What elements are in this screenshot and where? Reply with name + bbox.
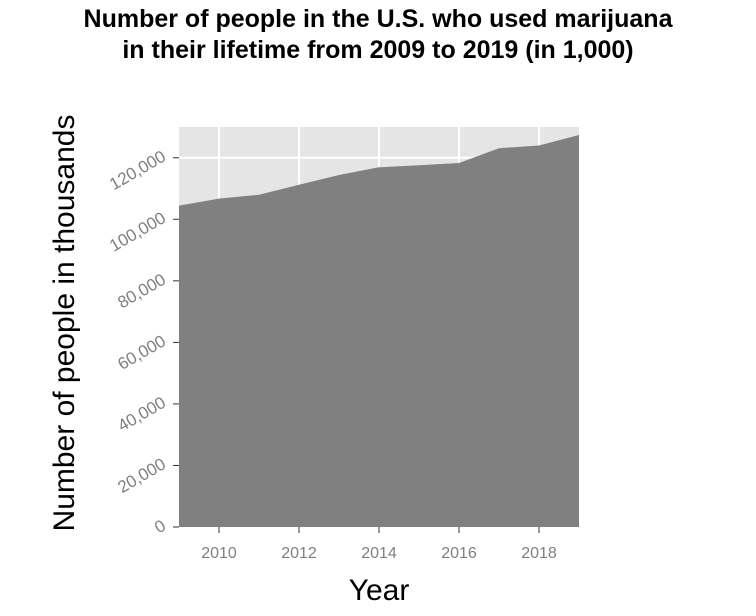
area-series — [179, 135, 579, 527]
y-tick-label-1: 20,000 — [114, 454, 169, 496]
y-axis-ticks: 0 20,000 40,000 60,000 80,000 100,000 120,000 — [106, 147, 179, 537]
chart-title: Number of people in the U.S. who used ma… — [0, 4, 756, 66]
x-tick-label-0: 2010 — [201, 545, 237, 562]
chart-title-line-2: in their lifetime from 2009 to 2019 (in … — [122, 36, 634, 64]
y-tick-label-3: 60,000 — [114, 331, 169, 373]
x-tick-label-2: 2014 — [361, 545, 397, 562]
y-tick-label-2: 40,000 — [114, 393, 169, 435]
y-tick-label-6: 120,000 — [106, 147, 169, 194]
y-tick-label-0: 0 — [151, 516, 169, 537]
y-tick-label-5: 100,000 — [106, 208, 169, 255]
x-axis-title: Year — [349, 574, 410, 607]
y-axis-title: Number of people in thousands — [48, 115, 81, 532]
chart-title-line-1: Number of people in the U.S. who used ma… — [83, 5, 673, 33]
x-tick-label-4: 2018 — [521, 545, 557, 562]
x-tick-label-1: 2012 — [281, 545, 317, 562]
x-axis-ticks: 2010 2012 2014 2016 2018 — [201, 527, 557, 562]
y-tick-label-4: 80,000 — [114, 270, 169, 312]
x-tick-label-3: 2016 — [441, 545, 477, 562]
